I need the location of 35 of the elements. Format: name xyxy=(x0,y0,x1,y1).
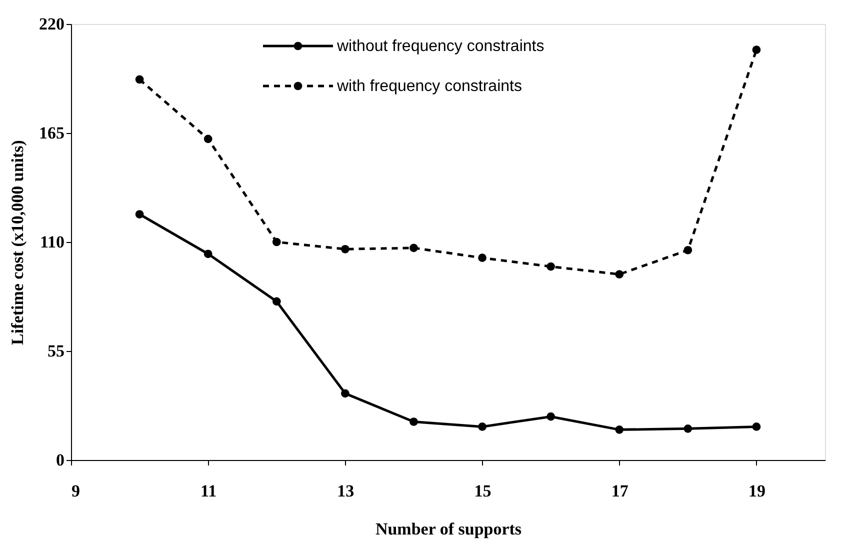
x-tick-label: 15 xyxy=(474,482,492,500)
point xyxy=(272,297,281,306)
point xyxy=(341,244,350,254)
point xyxy=(546,412,555,421)
x-tick-label: 17 xyxy=(611,482,629,500)
y-axis-title: Lifetime cost (x10,000 units) xyxy=(8,140,27,345)
x-tick-label: 13 xyxy=(337,482,354,500)
y-tick-label: 220 xyxy=(39,14,64,34)
point xyxy=(478,254,486,262)
point xyxy=(272,238,281,246)
x-tick-label: 11 xyxy=(200,482,217,500)
point xyxy=(684,246,692,254)
point xyxy=(341,389,350,398)
x-axis-title: Number of supports xyxy=(375,520,522,538)
x-tick-label: 9 xyxy=(72,482,80,500)
y-tick-label: 55 xyxy=(48,342,64,360)
y-tick-label: 0 xyxy=(56,450,64,470)
point xyxy=(204,250,212,258)
point xyxy=(546,262,555,271)
point xyxy=(204,134,212,144)
point xyxy=(684,424,692,433)
point xyxy=(135,210,144,218)
point xyxy=(752,422,761,431)
y-tick-label: 110 xyxy=(40,232,64,252)
point xyxy=(752,46,761,54)
point xyxy=(615,426,624,434)
legend-label: without frequency constraints xyxy=(336,38,544,55)
point xyxy=(410,244,418,252)
point xyxy=(410,418,418,426)
legend-label: with frequency constraints xyxy=(336,78,522,95)
point xyxy=(478,422,486,431)
x-tick-label: 19 xyxy=(748,482,766,500)
y-tick-label: 165 xyxy=(39,124,64,142)
point xyxy=(615,270,624,278)
point xyxy=(135,75,144,84)
